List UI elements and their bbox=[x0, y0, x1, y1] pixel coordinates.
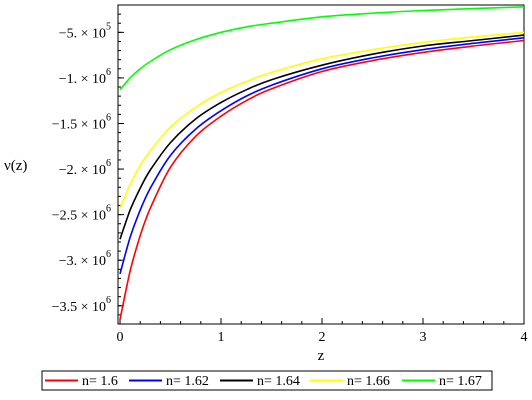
y-axis-label: ν(z) bbox=[4, 158, 27, 174]
y-tick-exponent: 6 bbox=[106, 67, 111, 78]
y-tick-label: −3.5 × 10 bbox=[52, 300, 106, 315]
series-line bbox=[119, 6, 525, 91]
y-tick-exponent: 5 bbox=[106, 21, 111, 32]
series-line bbox=[119, 39, 525, 320]
legend-label: n= 1.62 bbox=[166, 374, 209, 389]
y-tick-label: −5. × 10 bbox=[59, 26, 106, 41]
x-tick-label: 4 bbox=[521, 330, 528, 345]
legend-label: n= 1.67 bbox=[439, 374, 482, 389]
y-tick-label: −1.5 × 10 bbox=[52, 117, 106, 132]
y-tick-exponent: 6 bbox=[106, 249, 111, 260]
series-line bbox=[119, 31, 525, 209]
legend-label: n= 1.64 bbox=[257, 374, 300, 389]
y-tick-label: −2.5 × 10 bbox=[52, 209, 106, 224]
x-tick-label: 1 bbox=[218, 330, 225, 345]
x-tick-label: 2 bbox=[319, 330, 326, 345]
series-lines bbox=[119, 6, 525, 320]
series-line bbox=[119, 34, 525, 240]
legend-label: n= 1.6 bbox=[82, 374, 118, 389]
y-tick-exponent: 6 bbox=[106, 204, 111, 215]
series-line bbox=[119, 37, 525, 275]
x-axis: 0 1 2 3 4 bbox=[117, 318, 528, 345]
y-tick-label: −3. × 10 bbox=[59, 254, 106, 269]
y-axis: −5. × 10 5−1. × 10 6−1.5 × 10 6−2. × 10 6−2.… bbox=[52, 4, 124, 325]
x-tick-label: 3 bbox=[420, 330, 427, 345]
plot-area bbox=[117, 4, 525, 325]
y-tick-label: −1. × 10 bbox=[59, 72, 106, 87]
y-tick-exponent: 6 bbox=[106, 158, 111, 169]
x-tick-label: 0 bbox=[117, 330, 124, 345]
legend-label: n= 1.66 bbox=[347, 374, 390, 389]
legend: n= 1.6 n= 1.62 n= 1.64 n= 1.66 n= 1.67 bbox=[41, 370, 493, 391]
y-tick-exponent: 6 bbox=[106, 295, 111, 306]
legend-box bbox=[41, 370, 493, 391]
x-axis-label: z bbox=[318, 348, 325, 364]
y-tick-label: −2. × 10 bbox=[59, 163, 106, 178]
y-tick-exponent: 6 bbox=[106, 112, 111, 123]
